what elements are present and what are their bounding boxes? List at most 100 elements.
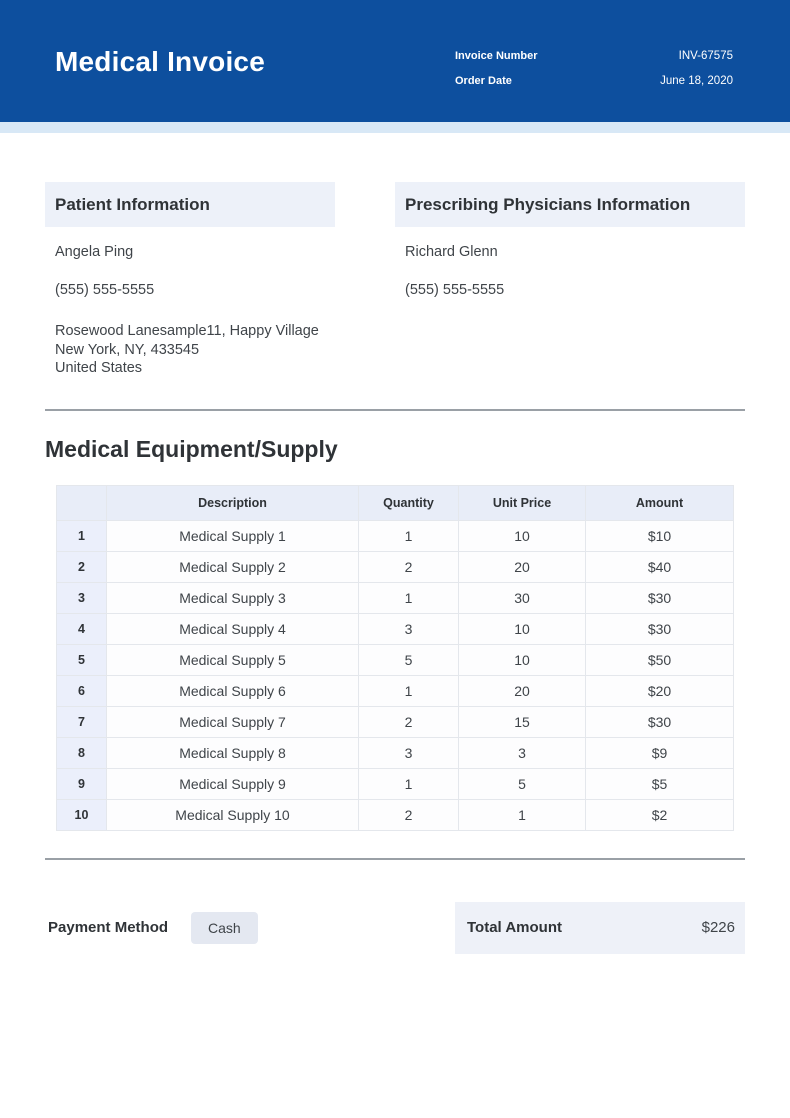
row-unit-price: 10 <box>458 643 586 676</box>
row-amount: $20 <box>585 674 734 707</box>
row-amount: $40 <box>585 550 734 583</box>
total-amount-value: $226 <box>701 919 735 936</box>
row-number: 8 <box>56 736 107 769</box>
patient-name: Angela Ping <box>55 244 134 260</box>
row-quantity: 1 <box>358 519 459 552</box>
column-header-quantity: Quantity <box>358 484 459 521</box>
invoice-header: Medical Invoice Invoice Number INV-67575… <box>0 0 790 122</box>
table-row: 7 Medical Supply 7 2 15 $30 <box>56 705 734 738</box>
row-description: Medical Supply 1 <box>106 519 359 552</box>
row-amount: $5 <box>585 767 734 800</box>
row-amount: $30 <box>585 581 734 614</box>
patient-phone: (555) 555-5555 <box>55 282 155 298</box>
row-amount: $9 <box>585 736 734 769</box>
row-description: Medical Supply 2 <box>106 550 359 583</box>
row-description: Medical Supply 6 <box>106 674 359 707</box>
row-amount: $10 <box>585 519 734 552</box>
table-row: 2 Medical Supply 2 2 20 $40 <box>56 550 734 583</box>
table-row: 5 Medical Supply 5 5 10 $50 <box>56 643 734 676</box>
row-quantity: 2 <box>358 798 459 831</box>
payment-method-value: Cash <box>191 911 258 944</box>
row-quantity: 1 <box>358 581 459 614</box>
patient-address-line-3: United States <box>55 360 143 376</box>
table-row: 4 Medical Supply 4 3 10 $30 <box>56 612 734 645</box>
invoice-number-label: Invoice Number <box>455 49 538 62</box>
row-number: 2 <box>56 550 107 583</box>
order-date-row: Order Date June 18, 2020 <box>455 75 733 87</box>
row-unit-price: 15 <box>458 705 586 738</box>
row-quantity: 5 <box>358 643 459 676</box>
row-number: 1 <box>56 519 107 552</box>
physician-info-block: Prescribing Physicians Information Richa… <box>395 182 745 378</box>
invoice-meta: Invoice Number INV-67575 Order Date June… <box>455 50 733 87</box>
column-header-amount: Amount <box>585 484 734 521</box>
payment-footer: Payment Method Cash Total Amount $226 <box>45 901 745 954</box>
row-number: 7 <box>56 705 107 738</box>
patient-info-title: Patient Information <box>55 194 210 214</box>
page-title: Medical Invoice <box>55 46 265 77</box>
payment-method-block: Payment Method Cash <box>48 911 258 944</box>
physician-info-title: Prescribing Physicians Information <box>405 194 691 214</box>
info-section: Patient Information Angela Ping (555) 55… <box>45 182 745 378</box>
table-row: 8 Medical Supply 8 3 3 $9 <box>56 736 734 769</box>
row-amount: $50 <box>585 643 734 676</box>
row-quantity: 1 <box>358 767 459 800</box>
patient-info-block: Patient Information Angela Ping (555) 55… <box>45 182 335 378</box>
table-row: 10 Medical Supply 10 2 1 $2 <box>56 798 734 831</box>
items-table: Description Quantity Unit Price Amount 1… <box>56 484 734 831</box>
row-unit-price: 10 <box>458 612 586 645</box>
patient-address: Rosewood Lanesample11, Happy Village New… <box>55 322 335 378</box>
row-amount: $30 <box>585 612 734 645</box>
row-quantity: 2 <box>358 705 459 738</box>
row-quantity: 2 <box>358 550 459 583</box>
row-amount: $30 <box>585 705 734 738</box>
items-section-title: Medical Equipment/Supply <box>45 435 338 462</box>
table-row: 6 Medical Supply 6 1 20 $20 <box>56 674 734 707</box>
column-header-number <box>56 484 107 521</box>
invoice-number-row: Invoice Number INV-67575 <box>455 50 733 62</box>
patient-address-line-1: Rosewood Lanesample11, Happy Village <box>55 323 319 339</box>
physician-phone: (555) 555-5555 <box>405 282 505 298</box>
payment-method-label: Payment Method <box>48 919 169 936</box>
row-description: Medical Supply 3 <box>106 581 359 614</box>
row-description: Medical Supply 5 <box>106 643 359 676</box>
row-quantity: 3 <box>358 612 459 645</box>
patient-address-line-2: New York, NY, 433545 <box>55 341 200 358</box>
section-divider <box>45 408 745 411</box>
total-amount-label: Total Amount <box>467 919 562 936</box>
column-header-unit-price: Unit Price <box>458 484 586 521</box>
row-description: Medical Supply 10 <box>106 798 359 831</box>
column-header-description: Description <box>106 484 359 521</box>
footer-divider <box>45 857 745 860</box>
row-number: 9 <box>56 767 107 800</box>
row-number: 5 <box>56 643 107 676</box>
row-number: 6 <box>56 674 107 707</box>
row-quantity: 1 <box>358 674 459 707</box>
total-amount-box: Total Amount $226 <box>455 901 745 954</box>
row-unit-price: 10 <box>458 519 586 552</box>
accent-strip <box>0 122 790 133</box>
table-row: 9 Medical Supply 9 1 5 $5 <box>56 767 734 800</box>
row-unit-price: 30 <box>458 581 586 614</box>
row-unit-price: 1 <box>458 798 586 831</box>
physician-name: Richard Glenn <box>405 244 498 260</box>
physician-info-heading: Prescribing Physicians Information <box>395 182 745 227</box>
row-description: Medical Supply 7 <box>106 705 359 738</box>
row-number: 3 <box>56 581 107 614</box>
row-description: Medical Supply 4 <box>106 612 359 645</box>
row-unit-price: 20 <box>458 674 586 707</box>
row-amount: $2 <box>585 798 734 831</box>
row-description: Medical Supply 8 <box>106 736 359 769</box>
row-unit-price: 20 <box>458 550 586 583</box>
row-number: 4 <box>56 612 107 645</box>
row-description: Medical Supply 9 <box>106 767 359 800</box>
invoice-body: Patient Information Angela Ping (555) 55… <box>0 182 790 954</box>
invoice-number-value: INV-67575 <box>678 49 733 62</box>
row-number: 10 <box>56 798 107 831</box>
table-header-row: Description Quantity Unit Price Amount <box>56 484 734 521</box>
patient-info-heading: Patient Information <box>45 182 335 227</box>
table-row: 3 Medical Supply 3 1 30 $30 <box>56 581 734 614</box>
row-unit-price: 3 <box>458 736 586 769</box>
table-row: 1 Medical Supply 1 1 10 $10 <box>56 519 734 552</box>
